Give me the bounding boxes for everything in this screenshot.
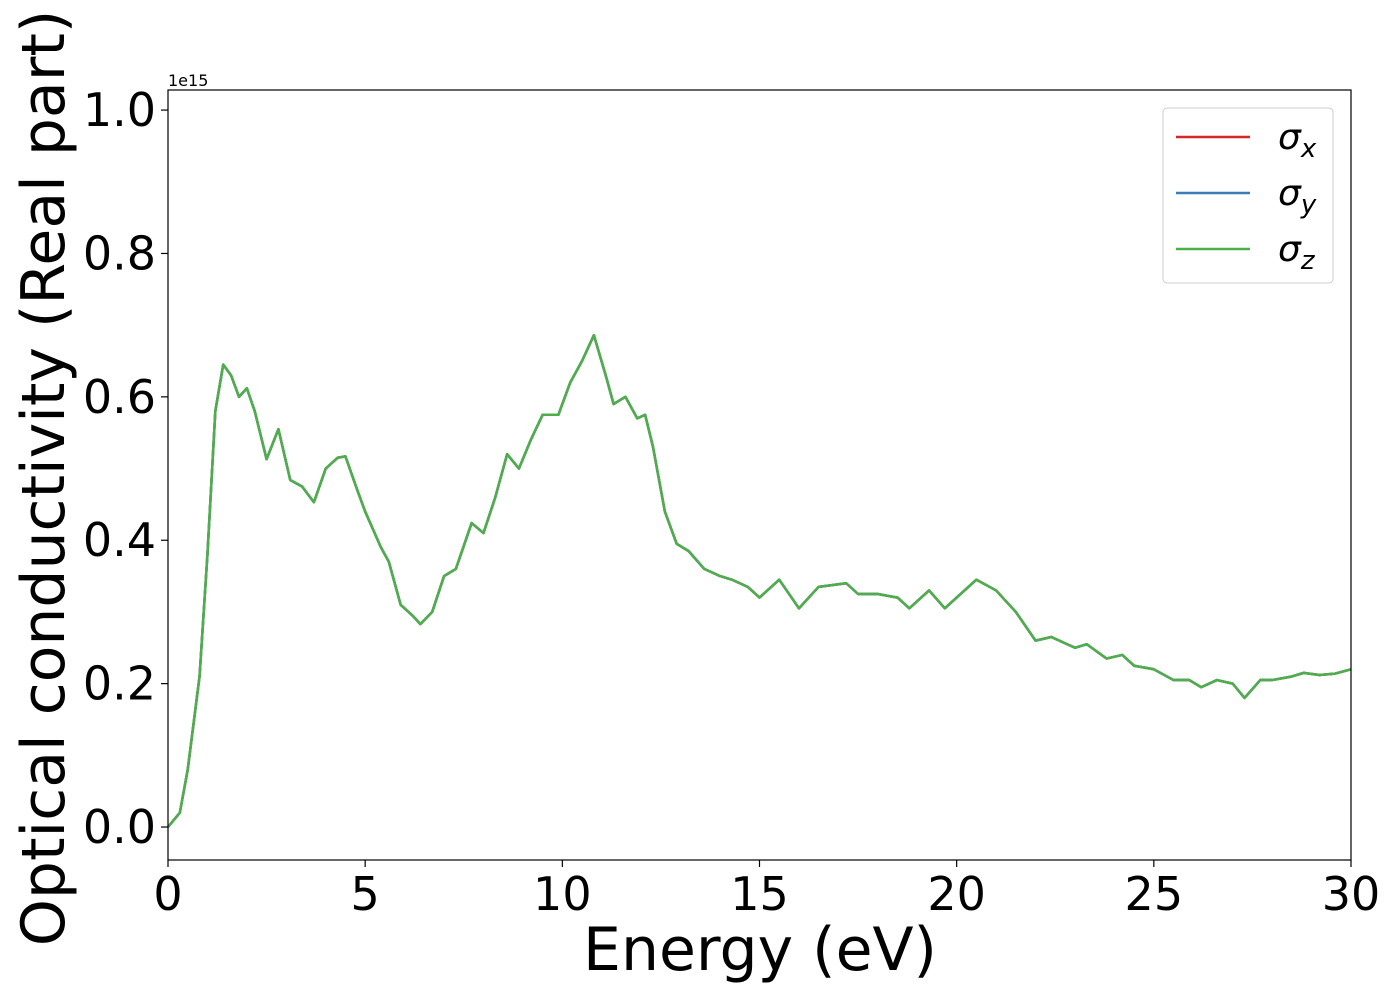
y-tick-label: 1.0	[83, 83, 156, 137]
y-tick-label: 0.2	[83, 657, 156, 711]
x-tick-label: 0	[153, 867, 182, 921]
y-offset-label: 1e15	[168, 71, 208, 90]
x-tick-label: 20	[927, 867, 986, 921]
x-axis-label: Energy (eV)	[583, 915, 937, 985]
y-tick-label: 0.8	[83, 226, 156, 280]
x-tick-label: 15	[730, 867, 789, 921]
series-line	[167, 333, 1352, 828]
legend-label: σx	[1278, 117, 1317, 164]
plot-frame	[167, 89, 1352, 861]
y-axis-label: Optical conductivity (Real part)	[9, 10, 79, 947]
legend-box	[1162, 107, 1334, 284]
legend-label: σz	[1278, 229, 1316, 276]
series-line	[167, 333, 1352, 828]
legend-label: σy	[1278, 173, 1317, 220]
x-tick-label: 5	[351, 867, 380, 921]
x-tick-label: 25	[1125, 867, 1184, 921]
x-tick-label: 10	[533, 867, 592, 921]
x-tick-label: 30	[1322, 867, 1381, 921]
y-tick-label: 0.4	[83, 513, 156, 567]
series-line	[167, 333, 1352, 828]
y-tick-label: 0.6	[83, 370, 156, 424]
y-tick-label: 0.0	[83, 800, 156, 854]
legend: σx σy σz	[1162, 107, 1334, 284]
